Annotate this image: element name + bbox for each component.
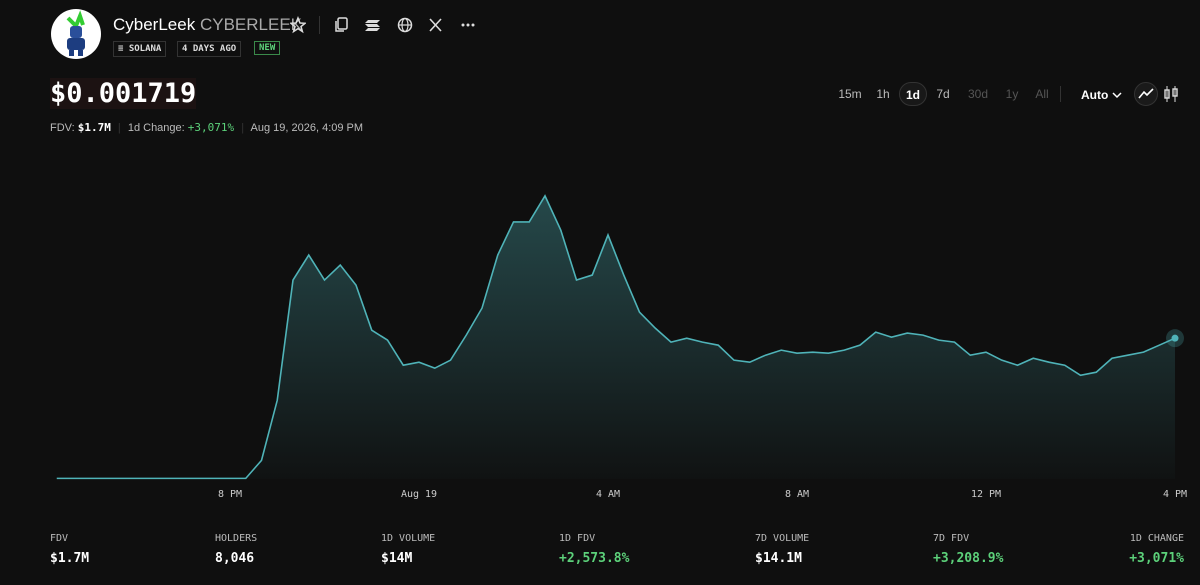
solana-icon[interactable] xyxy=(364,16,382,34)
price-chart: 8 PM Aug 19 4 AM 8 AM 12 PM 4 PM xyxy=(56,194,1187,500)
timeframe-button: 1y xyxy=(1005,87,1019,101)
star-icon[interactable] xyxy=(290,16,306,34)
stat-label: FDV xyxy=(50,533,69,544)
copy-icon[interactable] xyxy=(333,16,349,34)
new-badge: NEW xyxy=(254,41,281,55)
x-tick-label: 8 PM xyxy=(218,489,242,500)
stat-value: +2,573.8% xyxy=(559,551,630,566)
more-icon[interactable] xyxy=(460,16,476,34)
chain: SOLANA xyxy=(128,44,162,54)
token-name: CyberLeek xyxy=(113,15,196,34)
x-tick-label: Aug 19 xyxy=(401,489,437,500)
chain-tag: ≡ SOLANA xyxy=(113,41,167,57)
x-icon[interactable] xyxy=(428,16,444,34)
stat-value: $14.1M xyxy=(755,551,802,566)
fdv-label: FDV: xyxy=(50,122,75,134)
timeframe-button: 30d xyxy=(967,87,989,101)
divider xyxy=(319,16,320,34)
line-chart-toggle[interactable] xyxy=(1134,82,1158,106)
timestamp: Aug 19, 2026, 4:09 PM xyxy=(250,122,364,134)
stat-value: 8,046 xyxy=(215,551,255,566)
timeframe-button[interactable]: 1d xyxy=(899,82,927,106)
x-tick-label: 4 AM xyxy=(596,489,620,500)
scale-mode: Auto xyxy=(1081,88,1109,102)
stat-value: +3,208.9% xyxy=(933,551,1004,566)
current-point xyxy=(1171,334,1179,342)
stat-label: 1D FDV xyxy=(559,533,596,544)
price-area xyxy=(56,195,1175,479)
timeframe-button: All xyxy=(1035,87,1049,101)
candle-chart-toggle[interactable] xyxy=(1163,85,1179,103)
stat-label: HOLDERS xyxy=(215,533,258,544)
stat-value: $14M xyxy=(381,551,413,566)
summary: FDV: $1.7M | 1d Change: +3,071% | Aug 19… xyxy=(50,121,364,134)
timeframe-button[interactable]: 1h xyxy=(876,87,890,101)
stat-value: +3,071% xyxy=(1129,551,1184,566)
fdv: $1.7M xyxy=(77,121,111,134)
price: $0.001719 xyxy=(50,78,197,109)
website-icon[interactable] xyxy=(396,16,414,34)
x-tick-label: 8 AM xyxy=(785,489,809,500)
timeframe-button[interactable]: 15m xyxy=(838,87,862,101)
price-line xyxy=(56,194,1176,480)
stat-value: $1.7M xyxy=(50,551,90,566)
x-tick-label: 4 PM xyxy=(1163,489,1187,500)
token-avatar xyxy=(51,9,101,59)
x-tick-label: 12 PM xyxy=(971,489,1001,500)
stat-label: 7D VOLUME xyxy=(755,533,810,544)
stat-label: 1D CHANGE xyxy=(1129,533,1184,544)
stat-label: 7D FDV xyxy=(933,533,970,544)
divider xyxy=(1060,86,1061,102)
chevron xyxy=(1112,92,1122,99)
token-title: CyberLeek CYBERLEEK xyxy=(113,15,302,35)
scale-dropdown[interactable]: Auto xyxy=(1081,88,1122,102)
age-tag: 4 DAYS AGO xyxy=(177,41,242,57)
timeframe-button[interactable]: 7d xyxy=(936,87,950,101)
token-ticker: CYBERLEEK xyxy=(199,15,302,34)
change-label: 1d Change: xyxy=(127,122,185,134)
stat-label: 1D VOLUME xyxy=(381,533,436,544)
change: +3,071% xyxy=(187,121,235,134)
